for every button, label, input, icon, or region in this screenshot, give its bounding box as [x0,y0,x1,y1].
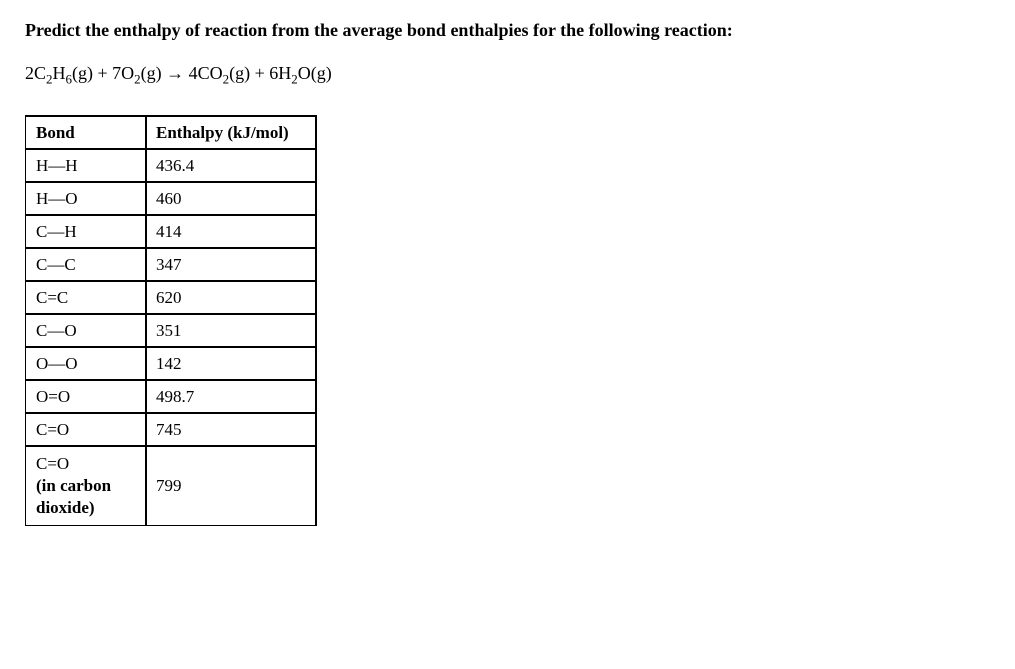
eq-part: O(g) [298,63,332,83]
table-row: O=O 498.7 [26,380,316,413]
bond-cell: C—H [26,215,146,248]
enthalpy-cell: 745 [146,413,316,446]
table-row: C—C 347 [26,248,316,281]
bond-cell: C—O [26,314,146,347]
enthalpy-cell: 351 [146,314,316,347]
enthalpy-cell: 460 [146,182,316,215]
table-row: H—O 460 [26,182,316,215]
bond-line: C=O [36,454,69,473]
bond-cell: H—H [26,149,146,182]
bond-cell: C=O [26,413,146,446]
bond-enthalpy-table: Bond Enthalpy (kJ/mol) H—H 436.4 H—O 460… [25,116,316,526]
bond-cell-multiline: C=O (in carbon dioxide) [26,446,146,525]
bond-cell: O=O [26,380,146,413]
enthalpy-cell: 436.4 [146,149,316,182]
table-row: C—H 414 [26,215,316,248]
bond-line: dioxide) [36,498,95,517]
enthalpy-cell: 414 [146,215,316,248]
header-bond: Bond [26,116,146,149]
bond-cell: H—O [26,182,146,215]
eq-part: (g) → 4CO [141,63,223,83]
eq-part: H [53,63,66,83]
enthalpy-cell: 620 [146,281,316,314]
question-text: Predict the enthalpy of reaction from th… [25,20,990,41]
eq-part: (g) + 6H [229,63,291,83]
table-header-row: Bond Enthalpy (kJ/mol) [26,116,316,149]
table-row: C=C 620 [26,281,316,314]
bond-line: (in carbon [36,476,111,495]
table-row: C=O 745 [26,413,316,446]
enthalpy-cell: 799 [146,446,316,525]
bond-cell: C=C [26,281,146,314]
reaction-equation: 2C2H6(g) + 7O2(g) → 4CO2(g) + 6H2O(g) [25,63,990,88]
table-row: C=O (in carbon dioxide) 799 [26,446,316,525]
enthalpy-cell: 142 [146,347,316,380]
table-row: C—O 351 [26,314,316,347]
bond-cell: O—O [26,347,146,380]
table-row: O—O 142 [26,347,316,380]
eq-part: 2C [25,63,46,83]
eq-part: (g) + 7O [72,63,134,83]
header-enthalpy: Enthalpy (kJ/mol) [146,116,316,149]
table-row: H—H 436.4 [26,149,316,182]
bond-cell: C—C [26,248,146,281]
enthalpy-cell: 498.7 [146,380,316,413]
enthalpy-cell: 347 [146,248,316,281]
